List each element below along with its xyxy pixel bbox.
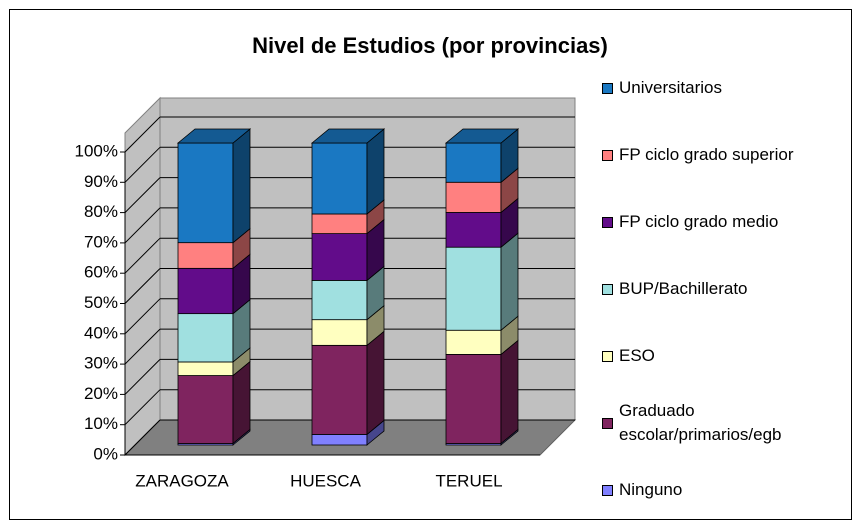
legend-swatch	[602, 149, 613, 161]
legend: Ninguno Graduado escolar/primarios/egb ESO…	[598, 0, 851, 519]
x-tick-label: TERUEL	[435, 471, 502, 490]
grid-line	[124, 328, 161, 365]
x-tick-label: HUESCA	[290, 471, 362, 490]
legend-item: FP ciclo grado medio	[602, 210, 778, 234]
bar-segment	[445, 246, 502, 331]
bar-segment	[311, 213, 368, 235]
legend-item: Graduado escolar/primarios/egb	[602, 399, 782, 447]
y-tick-label: 20%	[84, 384, 118, 403]
bar-segment	[311, 280, 368, 321]
bar-segment	[311, 233, 368, 281]
side-wall	[124, 96, 161, 457]
legend-label: Graduado escolar/primarios/egb	[619, 401, 782, 444]
legend-swatch	[602, 216, 613, 228]
y-tick-label: 60%	[84, 263, 118, 282]
bar-segment	[445, 181, 502, 213]
bar-side	[500, 232, 519, 332]
bar-segment	[445, 353, 502, 444]
legend-item: FP ciclo grado superior	[602, 143, 794, 167]
bar-side	[366, 330, 385, 436]
y-tick-label: 90%	[84, 172, 118, 191]
legend-item: ESO	[602, 344, 655, 368]
legend-swatch	[602, 82, 613, 94]
bar-segment	[177, 142, 234, 244]
y-tick-label: 40%	[84, 323, 118, 342]
legend-item: BUP/Bachillerato	[602, 277, 748, 301]
legend-label: BUP/Bachillerato	[619, 279, 748, 298]
x-tick-label: ZARAGOZA	[135, 471, 229, 490]
legend-label: Ninguno	[619, 480, 683, 499]
bar-segment	[445, 329, 502, 355]
y-tick-label: 10%	[84, 414, 118, 433]
chart-title: Nivel de Estudios (por provincias)	[252, 33, 608, 58]
bar-top	[310, 128, 386, 144]
grid-line	[124, 146, 161, 183]
bar-side	[500, 339, 519, 445]
grid-line	[124, 237, 161, 274]
bar-side	[366, 128, 385, 215]
y-tick-label: 0%	[93, 444, 118, 463]
y-tick-label: 30%	[84, 354, 118, 373]
legend-swatch	[602, 283, 613, 295]
legend-item: Universitarios	[602, 76, 722, 100]
bar-top	[176, 128, 252, 144]
legend-label: FP ciclo grado medio	[619, 212, 779, 231]
grid-line	[124, 177, 161, 213]
legend-item: Ninguno	[602, 478, 682, 502]
grid-line	[124, 298, 161, 335]
legend-swatch	[602, 350, 613, 362]
grid-line	[124, 268, 161, 304]
grid-line	[124, 207, 161, 244]
bar-segment	[177, 242, 234, 269]
grid-line	[124, 359, 161, 395]
bar-segment	[311, 344, 368, 435]
bar-segment	[311, 319, 368, 346]
bar-segment	[177, 361, 234, 376]
bar-top	[444, 128, 520, 144]
legend-swatch	[602, 417, 613, 429]
bar-segment	[177, 313, 234, 363]
bar-side	[232, 128, 251, 244]
bar-segment	[177, 375, 234, 444]
bars	[124, 116, 575, 456]
grid-line	[124, 419, 161, 456]
grid-line	[124, 389, 161, 426]
y-tick-label: 70%	[84, 232, 118, 251]
bar-segment	[445, 212, 502, 248]
y-tick-label: 80%	[84, 202, 118, 221]
legend-swatch	[602, 484, 613, 496]
legend-label: FP ciclo grado superior	[619, 145, 794, 164]
bar-segment	[311, 142, 368, 215]
y-tick-label: 100%	[75, 141, 118, 160]
grid-line	[124, 116, 161, 153]
bar-segment	[445, 142, 502, 183]
y-tick-label: 50%	[84, 293, 118, 312]
legend-label: ESO	[619, 346, 655, 365]
bar-segment	[311, 434, 368, 446]
legend-label: Universitarios	[619, 78, 722, 97]
bar-segment	[177, 267, 234, 315]
